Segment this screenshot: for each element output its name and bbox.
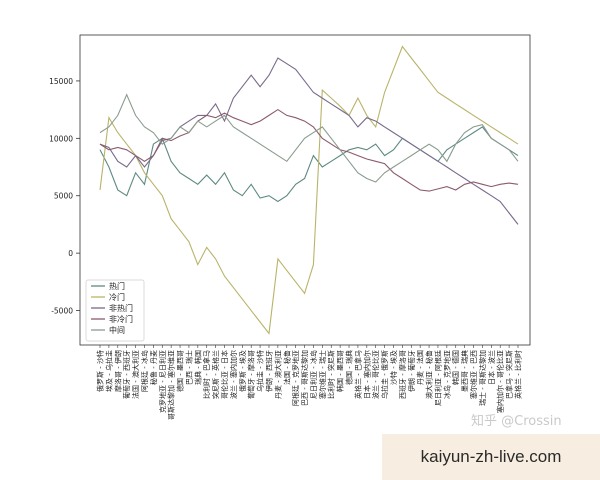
x-tick-label: 乌拉圭 - 俄罗斯 <box>380 350 389 399</box>
legend-label: 冷门 <box>109 292 125 302</box>
x-tick-label: 澳大利亚 - 秘鲁 <box>425 350 434 399</box>
legend-label: 中间 <box>109 325 125 335</box>
x-tick-label: 阿根廷 - 冰岛 <box>140 350 149 392</box>
x-tick-label: 德国 - 瑞典 <box>345 350 354 385</box>
series-line-0 <box>99 126 519 203</box>
y-tick-label: 5000 <box>54 192 73 201</box>
x-tick-label: 巴拿马 - 突尼斯 <box>505 350 514 399</box>
legend-label: 非热门 <box>109 303 133 313</box>
x-tick-label: 秘鲁 - 丹麦 <box>149 350 158 385</box>
site-banner[interactable]: kaiyun-zh-live.com <box>382 434 600 480</box>
x-tick-label: 丹麦 - 法国 <box>416 350 425 385</box>
x-tick-label: 法国 - 澳大利亚 <box>131 350 140 399</box>
x-tick-label: 乌拉圭 - 沙特 <box>256 350 265 392</box>
y-tick-label: 15000 <box>49 77 73 86</box>
x-tick-label: 葡萄牙 - 摩洛哥 <box>247 350 256 399</box>
x-tick-label: 尼日利亚 - 阿根廷 <box>433 350 442 406</box>
x-tick-label: 比利时 - 巴拿马 <box>202 350 211 399</box>
series-line-4 <box>99 93 519 183</box>
x-tick-label: 突尼斯 - 英格兰 <box>211 350 220 399</box>
x-tick-label: 阿根廷 - 克罗地亚 <box>291 350 300 406</box>
x-tick-label: 波兰 - 塞内加尔 <box>229 350 238 399</box>
x-tick-label: 韩国 - 德国 <box>451 350 460 385</box>
legend-label: 热门 <box>109 281 125 291</box>
x-tick-label: 比利时 - 突尼斯 <box>327 350 336 399</box>
y-tick-label: -5000 <box>51 307 73 316</box>
x-tick-label: 丹麦 - 澳大利亚 <box>273 350 282 399</box>
x-tick-label: 瑞士 - 哥斯达黎加 <box>478 350 487 406</box>
x-tick-label: 韩国 - 墨西哥 <box>336 350 345 392</box>
x-tick-label: 葡萄牙 - 西班牙 <box>122 350 131 399</box>
x-tick-label: 日本 - 波兰 <box>487 350 496 385</box>
x-tick-label: 克罗地亚 - 尼日利亚 <box>158 350 167 413</box>
x-tick-label: 法国 - 秘鲁 <box>282 350 291 385</box>
x-tick-label: 伊朗 - 西班牙 <box>264 350 273 392</box>
x-tick-label: 西班牙 - 摩洛哥 <box>398 350 407 399</box>
watermark: 知乎 @Crossin <box>471 414 562 429</box>
x-tick-label: 沙特 - 埃及 <box>389 350 398 385</box>
banner-link[interactable]: kaiyun-zh-live.com <box>420 447 562 466</box>
x-tick-label: 巴西 - 哥斯达黎加 <box>300 350 309 406</box>
y-tick-label: 0 <box>68 249 73 258</box>
x-axis: 俄罗斯 - 沙特 埃及 - 乌拉圭 摩洛哥 - 伊朗 葡萄牙 - 西班牙 法国 - 澳大… <box>96 345 523 420</box>
x-tick-label: 波兰 - 哥伦比亚 <box>371 350 380 399</box>
x-tick-label: 俄罗斯 - 沙特 <box>96 350 105 392</box>
y-axis: -5000 0 5000 10000 15000 <box>49 77 80 316</box>
y-tick-label: 10000 <box>49 134 73 143</box>
plot-frame <box>79 34 531 346</box>
series-lines <box>99 45 519 335</box>
series-line-1 <box>99 45 519 335</box>
x-tick-label: 伊朗 - 葡萄牙 <box>407 350 416 392</box>
x-tick-label: 冰岛 - 克罗地亚 <box>442 350 451 399</box>
x-tick-label: 俄罗斯 - 埃及 <box>238 350 247 392</box>
x-tick-label: 日本 - 塞内加尔 <box>362 350 371 399</box>
x-tick-label: 德国 - 墨西哥 <box>176 350 185 392</box>
x-tick-label: 摩洛哥 - 伊朗 <box>113 350 122 392</box>
x-tick-label: 瑞典 - 韩国 <box>193 350 202 385</box>
x-tick-label: 塞尔维亚 - 巴西 <box>469 350 478 399</box>
x-tick-label: 英格兰 - 比利时 <box>514 350 523 399</box>
x-tick-label: 哥伦比亚 - 日本 <box>220 350 229 399</box>
legend-label: 非冷门 <box>109 314 133 324</box>
x-tick-label: 塞尔维亚 - 瑞士 <box>318 350 327 399</box>
x-tick-label: 哥斯达黎加 - 塞尔维亚 <box>167 350 176 420</box>
x-tick-label: 尼日利亚 - 冰岛 <box>309 350 318 399</box>
x-tick-label: 英格兰 - 巴拿马 <box>353 350 362 399</box>
x-tick-label: 墨西哥 - 瑞典 <box>460 350 469 392</box>
x-tick-label: 埃及 - 乌拉圭 <box>104 350 113 392</box>
series-line-2 <box>99 57 519 225</box>
x-tick-label: 巴西 - 瑞士 <box>184 350 193 385</box>
legend-box <box>85 279 145 342</box>
series-line-3 <box>99 108 519 192</box>
x-tick-label: 塞内加尔 - 哥伦比亚 <box>496 350 505 413</box>
